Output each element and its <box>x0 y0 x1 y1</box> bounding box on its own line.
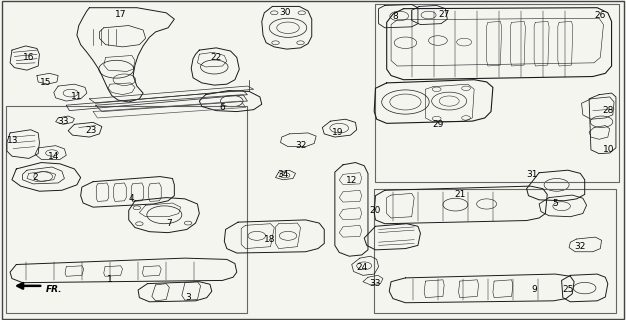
Text: 32: 32 <box>575 242 586 251</box>
Text: 9: 9 <box>532 284 538 293</box>
Text: 23: 23 <box>86 126 97 135</box>
Text: 1: 1 <box>107 275 113 284</box>
Text: 16: 16 <box>23 53 34 62</box>
Text: 11: 11 <box>71 92 83 101</box>
Text: 31: 31 <box>526 170 537 179</box>
Text: 34: 34 <box>277 170 289 179</box>
Text: 6: 6 <box>220 103 225 112</box>
Text: 4: 4 <box>129 194 135 203</box>
Text: 33: 33 <box>370 279 381 288</box>
Text: 2: 2 <box>32 173 38 182</box>
Text: 14: 14 <box>48 152 59 161</box>
Text: 27: 27 <box>438 10 450 19</box>
Text: 22: 22 <box>210 53 222 62</box>
Text: 30: 30 <box>279 8 290 17</box>
Text: 3: 3 <box>185 292 191 301</box>
Text: 21: 21 <box>454 190 466 199</box>
Text: 33: 33 <box>58 116 69 126</box>
Text: 32: 32 <box>295 141 306 150</box>
Text: 7: 7 <box>167 219 172 228</box>
Text: 5: 5 <box>553 199 558 208</box>
Text: 10: 10 <box>603 145 615 154</box>
Text: 25: 25 <box>562 285 573 294</box>
Text: 28: 28 <box>602 106 613 115</box>
Text: 13: 13 <box>8 136 19 145</box>
Text: 18: 18 <box>264 235 275 244</box>
Text: FR.: FR. <box>46 284 62 293</box>
Text: 24: 24 <box>356 263 367 272</box>
Text: 17: 17 <box>115 10 126 19</box>
Text: 19: 19 <box>332 128 344 137</box>
Text: 8: 8 <box>393 12 398 21</box>
Text: 26: 26 <box>595 12 606 20</box>
Text: 29: 29 <box>432 120 444 129</box>
Text: 20: 20 <box>370 206 381 215</box>
Text: 15: 15 <box>40 78 51 87</box>
Text: 12: 12 <box>346 176 357 185</box>
